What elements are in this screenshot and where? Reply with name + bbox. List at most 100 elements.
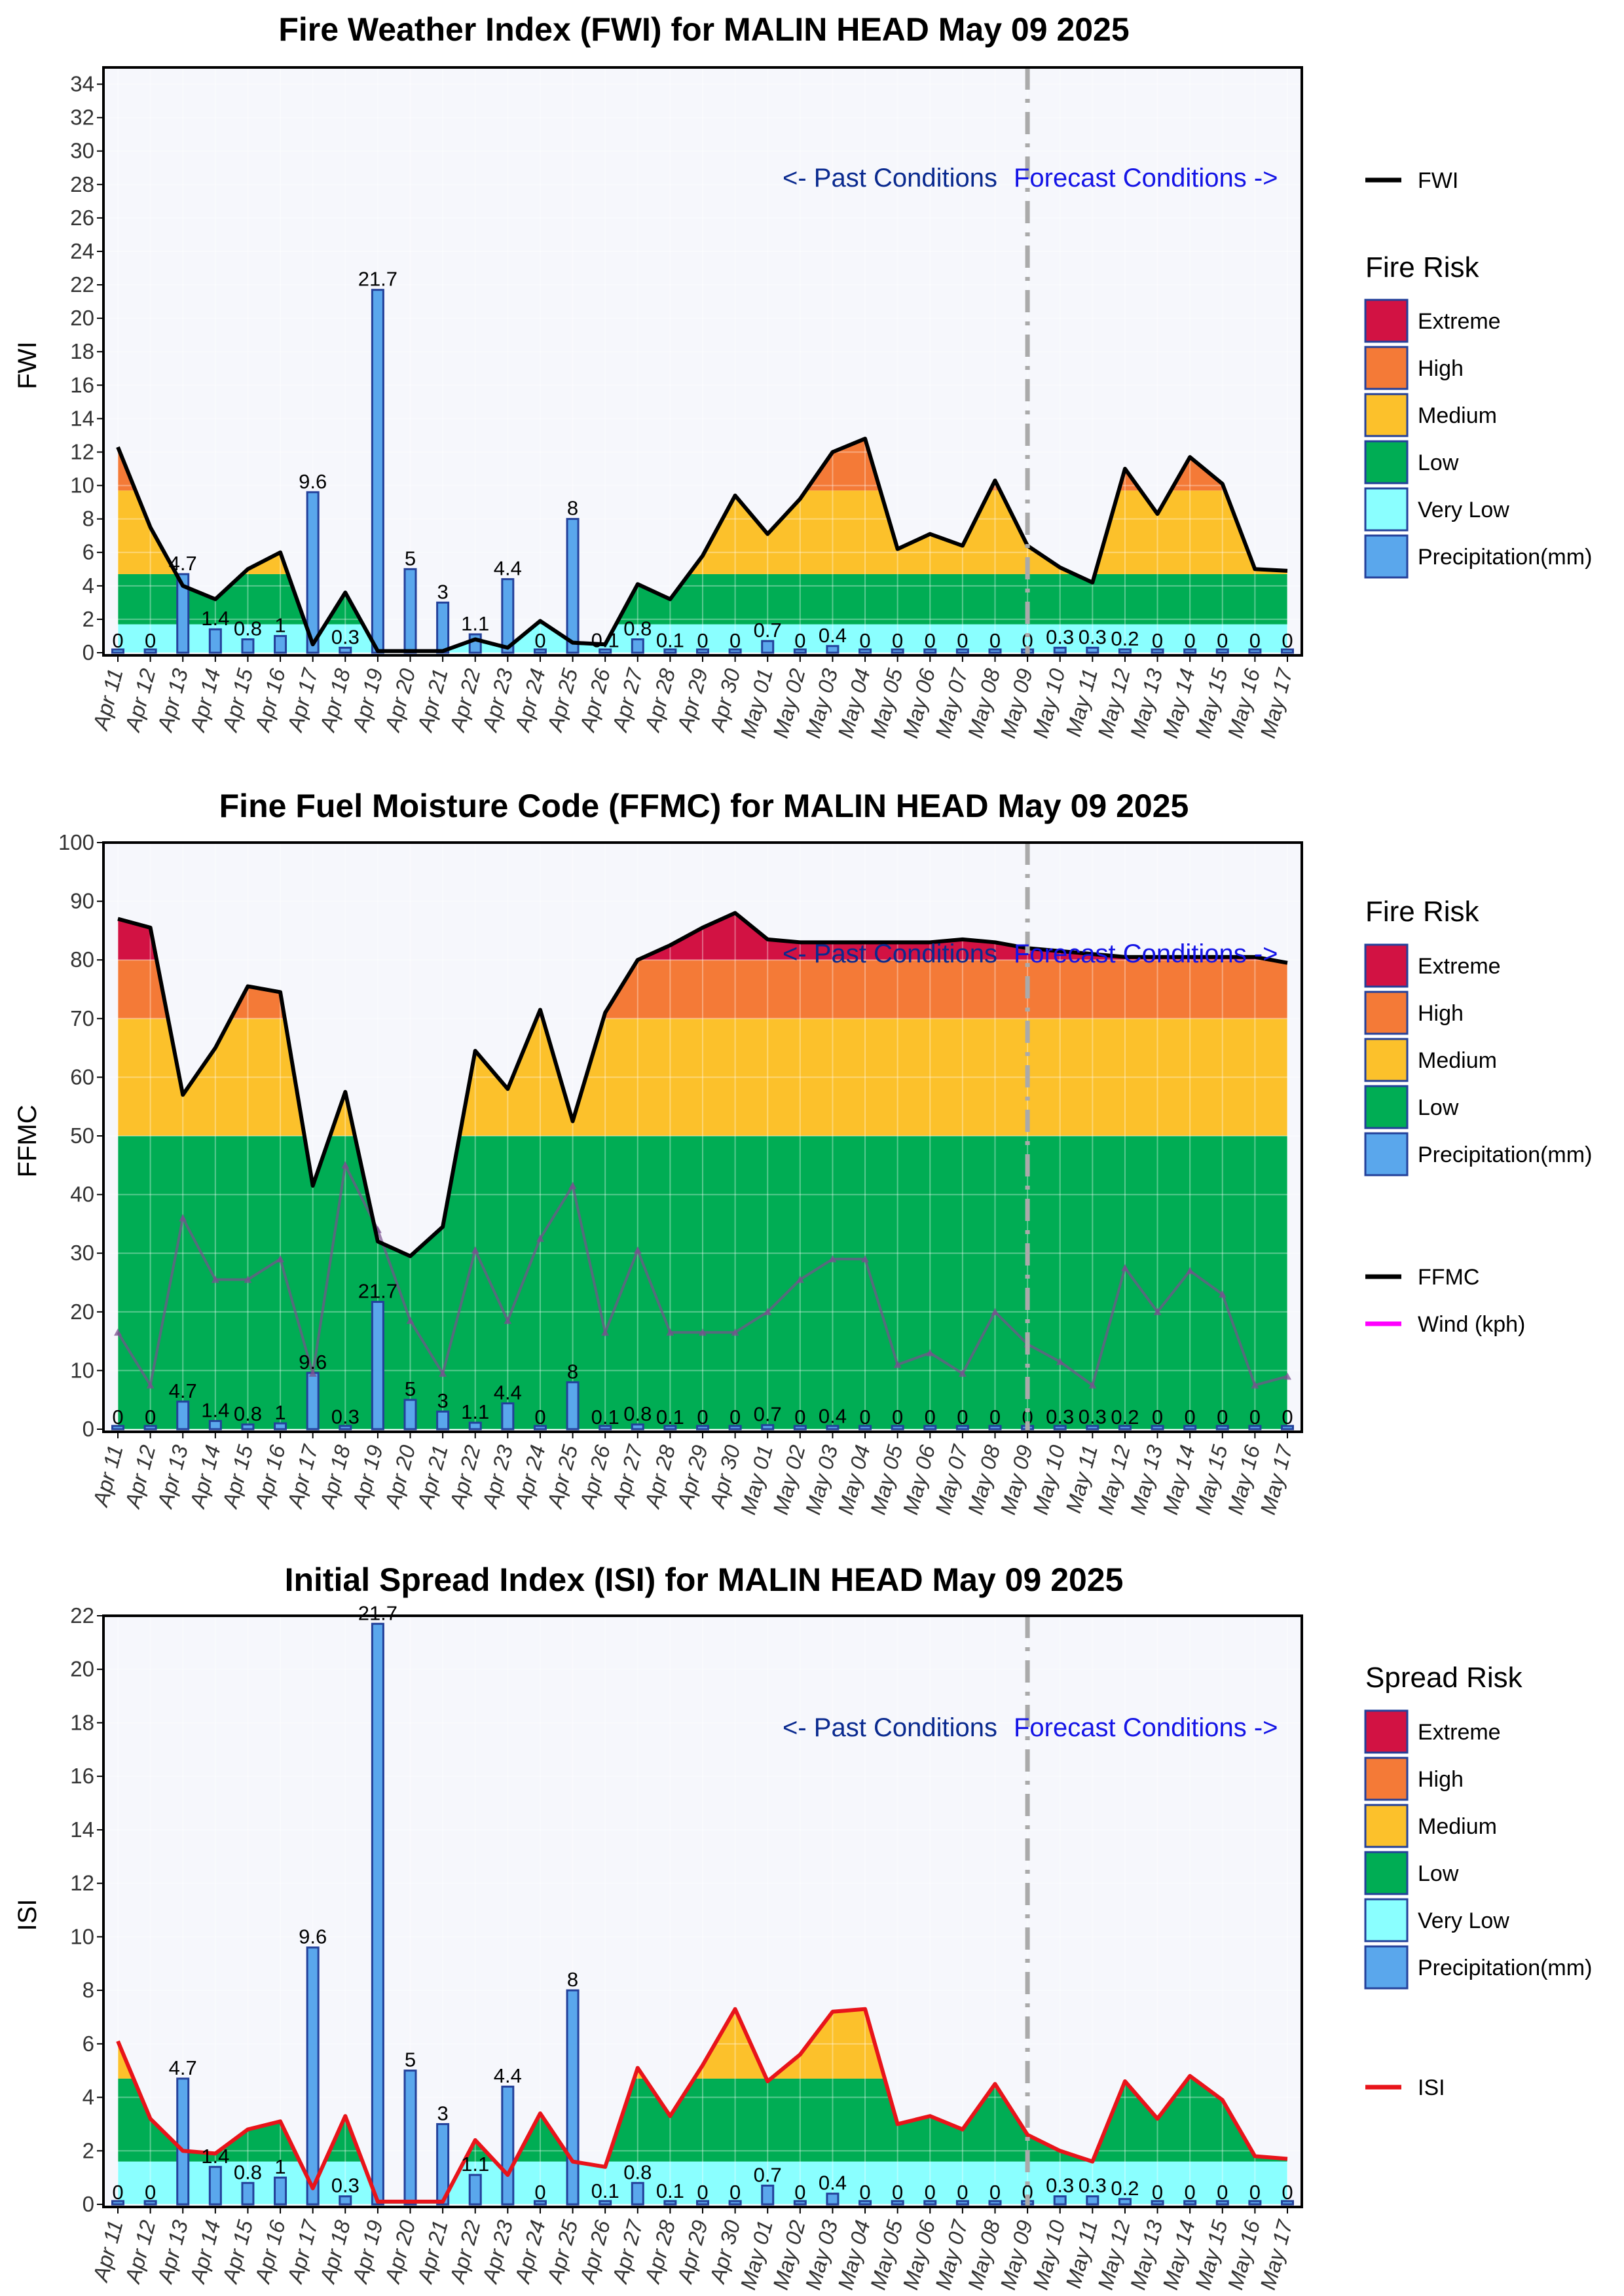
fwi-precip-bar [761, 640, 775, 654]
isi-precip-bar [826, 2193, 840, 2206]
fwi-precip-bar [403, 568, 417, 654]
isi-precip-bar [1086, 2195, 1099, 2206]
ffmc-precip-bar [468, 1421, 482, 1430]
isi-precip-label: 0.4 [819, 2172, 847, 2195]
ffmc-precip-label: 0 [697, 1406, 708, 1429]
isi-precip-label: 1 [274, 2155, 286, 2178]
fwi-y-tick-label: 22 [70, 272, 94, 297]
isi-precip-bar [403, 2069, 417, 2206]
isi-legend-label-precipitation-mm: Precipitation(mm) [1418, 1956, 1592, 1980]
fwi-precip-bar [1053, 646, 1067, 654]
isi-precip-bar [468, 2174, 482, 2206]
ffmc-precip-bar [1183, 1425, 1197, 1430]
fwi-precip-label: 0 [1185, 629, 1196, 652]
isi-legend-label-very-low: Very Low [1418, 1908, 1509, 1933]
wind-point [601, 1328, 610, 1336]
fwi-precip-label: 0.3 [1079, 625, 1107, 648]
ffmc-precip-label: 3 [437, 1389, 448, 1412]
ffmc-precip-label: 0.7 [754, 1403, 782, 1426]
wind-point [1218, 1290, 1227, 1298]
isi-precip-label: 5 [405, 2049, 416, 2071]
isi-precip-label: 1.1 [461, 2153, 489, 2176]
ffmc-y-tick-label: 40 [70, 1182, 94, 1207]
ffmc-precip-label: 0 [892, 1406, 903, 1429]
isi-precip-bar [858, 2200, 872, 2206]
fwi-precip-bar [533, 648, 547, 654]
fwi-precip-bar [339, 646, 352, 654]
fwi-precip-label: 5 [405, 547, 416, 570]
ffmc-legend-label-extreme: Extreme [1418, 954, 1501, 979]
ffmc-precip-bar [1086, 1425, 1099, 1430]
isi-precip-label: 0.7 [754, 2163, 782, 2186]
wind-legend-line-label: Wind (kph) [1418, 1312, 1525, 1337]
ffmc-precip-label: 0 [957, 1406, 968, 1429]
ffmc-chart-title: Fine Fuel Moisture Code (FFMC) for MALIN… [219, 788, 1189, 824]
isi-precip-label: 3 [437, 2102, 448, 2124]
fwi-precip-bar [111, 648, 124, 654]
isi-past-conditions-label: <- Past Conditions [783, 1713, 997, 1742]
ffmc-y-tick-label: 90 [70, 889, 94, 913]
fwi-precip-label: 0 [859, 629, 870, 652]
fwi-y-tick-label: 28 [70, 172, 94, 196]
ffmc-precip-label: 0 [1022, 1406, 1033, 1429]
fwi-y-tick-label: 18 [70, 339, 94, 363]
fwi-legend-label-very-low: Very Low [1418, 498, 1509, 522]
isi-precip-bar [696, 2200, 709, 2206]
ffmc-precip-label: 0 [1217, 1406, 1228, 1429]
fwi-precip-bar [663, 648, 677, 654]
isi-y-tick-label: 14 [70, 1817, 94, 1842]
ffmc-precip-label: 0 [794, 1406, 805, 1429]
isi-legend-label-low: Low [1418, 1861, 1459, 1886]
isi-precip-label: 0.1 [591, 2179, 619, 2202]
wind-point [308, 1369, 317, 1377]
isi-precip-label: 0 [859, 2181, 870, 2204]
fwi-precip-label: 1.1 [461, 612, 489, 635]
isi-precip-bar [1281, 2200, 1294, 2206]
fwi-y-tick-label: 26 [70, 206, 94, 230]
wind-point [633, 1246, 642, 1254]
isi-precip-label: 0 [112, 2181, 123, 2204]
wind-point [1056, 1357, 1064, 1365]
fwi-precip-bar [923, 648, 937, 654]
fwi-precip-bar [793, 648, 807, 654]
ffmc-chart-panel: Fine Fuel Moisture Code (FFMC) for MALIN… [13, 788, 1592, 1517]
wind-point [991, 1307, 999, 1315]
ffmc-precip-bar [1151, 1425, 1164, 1430]
fwi-precip-label: 0 [794, 629, 805, 652]
ffmc-precip-bar [371, 1301, 384, 1430]
fwi-precip-bar [566, 518, 580, 654]
ffmc-precip-label: 0 [1152, 1406, 1163, 1429]
ffmc-precip-bar [403, 1398, 417, 1430]
ffmc-precip-label: 5 [405, 1377, 416, 1400]
ffmc-legend-swatch-medium [1364, 1038, 1409, 1082]
isi-precip-label: 0.3 [1046, 2174, 1074, 2197]
fwi-precip-label: 0 [1282, 629, 1293, 652]
isi-precip-bar [1053, 2195, 1067, 2206]
isi-precip-bar [533, 2200, 547, 2206]
fwi-precip-bar [1281, 648, 1294, 654]
isi-y-tick-label: 20 [70, 1657, 94, 1681]
wind-point [796, 1275, 804, 1283]
isi-precip-bar [793, 2200, 807, 2206]
ffmc-legend-label-medium: Medium [1418, 1048, 1497, 1073]
isi-precip-label: 0 [1282, 2181, 1293, 2204]
fwi-legend-label-low: Low [1418, 450, 1459, 475]
isi-precip-label: 9.6 [299, 1925, 327, 1948]
isi-precip-label: 0.3 [1079, 2174, 1107, 2197]
wind-point [764, 1307, 772, 1315]
ffmc-precip-label: 0 [925, 1406, 936, 1429]
isi-y-ticks: 0 2 4 6 8 10 12 14 16 18 20 22 [70, 1603, 103, 2216]
isi-annotations: <- Past Conditions Forecast Conditions -… [783, 1713, 1278, 1742]
ffmc-y-tick-label: 0 [83, 1417, 94, 1441]
fwi-legend-title: Fire Risk [1365, 251, 1480, 283]
fwi-y-tick-label: 0 [83, 640, 94, 665]
ffmc-precip-label: 0 [112, 1406, 123, 1429]
ffmc-forecast-conditions-label: Forecast Conditions -> [1014, 939, 1278, 968]
isi-precip-label: 0 [892, 2181, 903, 2204]
ffmc-precip-bar [793, 1425, 807, 1430]
fwi-y-tick-label: 14 [70, 406, 94, 430]
isi-plot-area: 0 04.71.40.8 19.60.321.7531.14.4080.10.80.… [102, 1601, 1303, 2208]
